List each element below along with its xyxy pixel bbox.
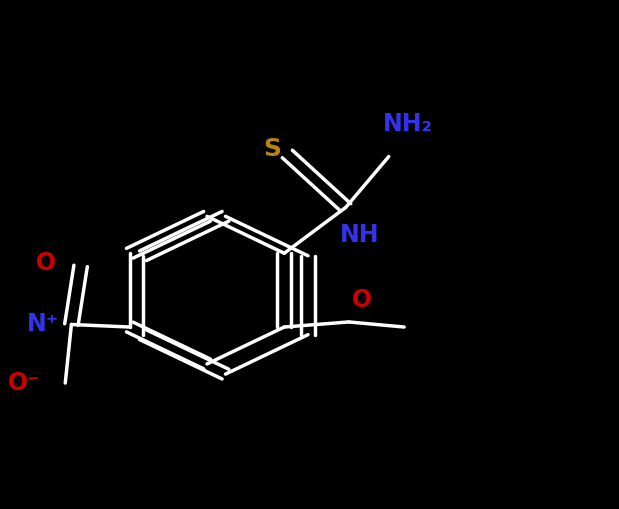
Text: O: O [352,288,372,312]
Text: NH₂: NH₂ [383,112,433,136]
Text: O: O [36,251,56,275]
Text: NH: NH [340,223,379,247]
Text: O⁻: O⁻ [8,371,41,395]
Text: S: S [263,137,281,161]
Text: N⁺: N⁺ [27,313,59,336]
